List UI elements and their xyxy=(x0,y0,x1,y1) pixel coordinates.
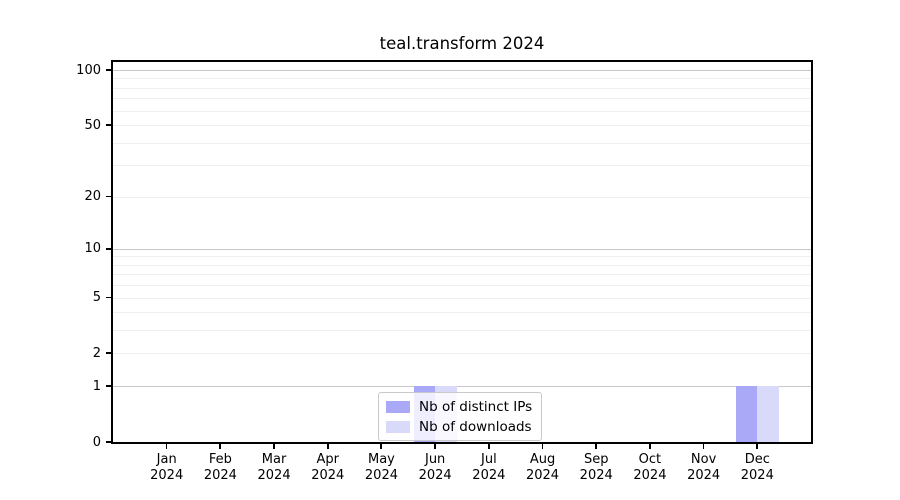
gridline-minor xyxy=(113,98,811,100)
x-tick-month: Sep xyxy=(583,452,609,467)
x-tick-year: 2024 xyxy=(579,468,613,483)
x-tick-mark xyxy=(702,444,705,449)
gridline-minor xyxy=(113,142,811,144)
chart-title: teal.transform 2024 xyxy=(379,34,545,53)
x-tick-year: 2024 xyxy=(687,468,721,483)
x-tick-label: May 2024 xyxy=(351,452,411,484)
gridline-minor xyxy=(113,165,811,167)
x-tick-year: 2024 xyxy=(472,468,506,483)
x-tick-month: Jul xyxy=(481,452,497,467)
y-tick-mark xyxy=(106,124,111,126)
y-tick-label: 10 xyxy=(84,241,101,257)
y-tick-mark xyxy=(106,441,111,443)
gridline-minor xyxy=(113,264,811,266)
x-tick-mark xyxy=(273,444,275,449)
gridline-minor xyxy=(113,274,811,276)
gridline-minor xyxy=(113,256,811,258)
x-tick-mark xyxy=(326,444,329,449)
x-tick-mark xyxy=(595,444,598,449)
x-tick-month: May xyxy=(368,452,395,467)
x-tick-year: 2024 xyxy=(740,468,774,483)
gridline-minor xyxy=(113,297,811,299)
y-tick-mark xyxy=(106,296,111,299)
gridline-major xyxy=(113,386,811,388)
x-tick-label: Aug 2024 xyxy=(513,452,573,484)
x-tick-label: Sep 2024 xyxy=(566,452,626,484)
y-tick-mark xyxy=(106,247,111,250)
x-tick-mark xyxy=(434,444,436,449)
y-tick-label: 1 xyxy=(92,378,101,394)
x-tick-label: Mar 2024 xyxy=(244,452,304,484)
x-tick-mark xyxy=(380,444,383,449)
bar-dec-downloads xyxy=(757,386,779,442)
plot-area xyxy=(113,62,811,442)
x-tick-year: 2024 xyxy=(311,468,345,483)
legend-item-downloads: Nb of downloads xyxy=(386,418,532,435)
x-tick-mark xyxy=(219,444,222,449)
x-tick-year: 2024 xyxy=(150,468,184,483)
x-tick-month: Apr xyxy=(316,452,340,467)
x-tick-label: Jan 2024 xyxy=(137,452,197,484)
gridline-minor xyxy=(113,110,811,112)
x-tick-mark xyxy=(648,444,651,449)
y-tick-mark xyxy=(106,195,111,198)
x-tick-label: Jun 2024 xyxy=(405,452,465,484)
gridline-minor xyxy=(113,330,811,332)
legend-label-distinct-ips: Nb of distinct IPs xyxy=(419,398,533,415)
x-tick-label: Dec 2024 xyxy=(727,452,787,484)
y-tick-label: 20 xyxy=(84,189,101,205)
legend-label-downloads: Nb of downloads xyxy=(419,418,532,435)
y-tick-mark xyxy=(106,385,111,387)
x-tick-mark xyxy=(756,444,759,449)
y-tick-mark xyxy=(106,69,111,71)
legend-swatch-distinct-ips-icon xyxy=(386,400,410,413)
gridline-minor xyxy=(113,353,811,355)
y-tick-label: 5 xyxy=(92,290,101,306)
gridline-major xyxy=(113,248,811,250)
y-tick-label: 100 xyxy=(76,62,101,78)
x-tick-mark xyxy=(487,444,490,449)
legend: Nb of distinct IPs Nb of downloads xyxy=(378,392,543,441)
y-tick-label: 0 xyxy=(92,434,101,450)
legend-item-distinct-ips: Nb of distinct IPs xyxy=(386,398,532,415)
x-tick-year: 2024 xyxy=(418,468,452,483)
x-tick-month: Dec xyxy=(744,452,770,467)
x-tick-label: Jul 2024 xyxy=(459,452,519,484)
bar-dec-distinct-ips xyxy=(735,386,758,442)
x-tick-month: Jun xyxy=(424,452,446,467)
x-tick-mark xyxy=(541,444,544,449)
y-tick-mark xyxy=(106,352,111,355)
x-tick-label: Oct 2024 xyxy=(620,452,680,484)
x-tick-month: Nov xyxy=(690,452,717,467)
x-tick-month: Oct xyxy=(638,452,662,467)
x-tick-month: Feb xyxy=(208,452,232,467)
x-tick-year: 2024 xyxy=(364,468,398,483)
legend-swatch-downloads-icon xyxy=(386,420,410,433)
x-tick-month: Mar xyxy=(261,452,287,467)
x-tick-year: 2024 xyxy=(257,468,291,483)
y-tick-label: 50 xyxy=(84,117,101,133)
gridline-minor xyxy=(113,125,811,127)
gridline-minor xyxy=(113,312,811,314)
x-tick-label: Feb 2024 xyxy=(190,452,250,484)
gridline-minor xyxy=(113,87,811,89)
gridline-major xyxy=(113,70,811,71)
x-tick-mark xyxy=(165,444,168,449)
gridline-minor xyxy=(113,196,811,198)
gridline-minor xyxy=(113,285,811,287)
y-tick-label: 2 xyxy=(92,345,101,361)
x-tick-label: Apr 2024 xyxy=(298,452,358,484)
x-tick-month: Aug xyxy=(529,452,556,467)
gridline-minor xyxy=(113,78,811,80)
x-tick-year: 2024 xyxy=(633,468,667,483)
x-tick-year: 2024 xyxy=(525,468,560,483)
x-tick-month: Jan xyxy=(156,452,177,467)
x-tick-label: Nov 2024 xyxy=(674,452,734,484)
x-tick-year: 2024 xyxy=(203,468,237,483)
